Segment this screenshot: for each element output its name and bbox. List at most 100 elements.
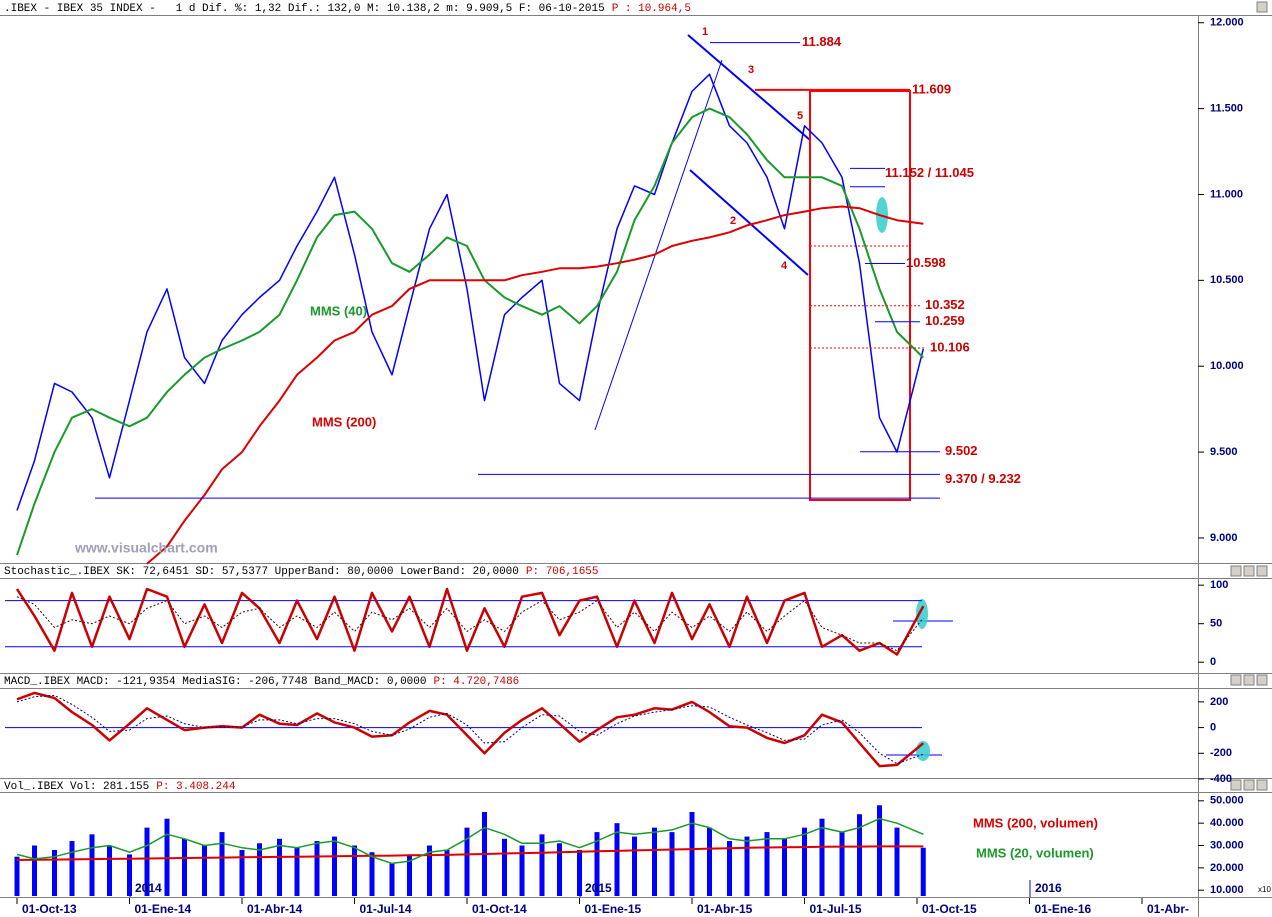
wave-label: 5 [797, 110, 803, 122]
level-label: 10.598 [906, 255, 946, 270]
level-label: 11.884 [802, 34, 842, 49]
panel-title: MACD_.IBEX MACD: -121,9354 MediaSIG: -20… [4, 676, 519, 688]
y-tick-label: 11.500 [1210, 103, 1243, 115]
series-line [16, 845, 924, 861]
volume-bar [764, 832, 770, 896]
series-label: MMS (200, volumen) [973, 815, 1098, 830]
y-tick-label: 100 [1210, 579, 1228, 591]
volume-bar [782, 838, 787, 896]
button[interactable] [1230, 565, 1242, 577]
year-label: 2016 [1035, 881, 1062, 895]
volume-bar [539, 834, 545, 896]
level-label: 10.259 [925, 313, 965, 328]
button[interactable] [1243, 779, 1255, 791]
volume-bar [502, 838, 507, 896]
volume-bar [727, 841, 732, 896]
title-price: P: 3.408.244 [156, 781, 236, 793]
y-tick-label: 10.500 [1210, 274, 1244, 286]
series-line [15, 587, 925, 656]
volume-bar [239, 849, 245, 896]
series-label: MMS (40) [310, 303, 367, 318]
level-label: 10.352 [925, 297, 965, 312]
volume-bar [144, 827, 150, 896]
y-tick-label: 20.000 [1210, 862, 1244, 874]
volume-bar [819, 818, 825, 896]
x-tick-label: 01-Oct-15 [922, 902, 977, 916]
volume-bar [352, 845, 357, 896]
button[interactable] [1243, 674, 1255, 686]
volume-bar [127, 854, 132, 896]
drawings [594, 34, 953, 761]
y-tick-label: -400 [1210, 773, 1232, 785]
volume-bar [877, 805, 882, 896]
series-line [16, 73, 925, 511]
volume-bar [464, 827, 470, 896]
y-tick-label: 50.000 [1210, 795, 1244, 807]
y-tick-label: 9.500 [1210, 446, 1238, 458]
wave-label: 1 [702, 26, 708, 38]
x-tick-label: 01-Abr-14 [247, 902, 303, 916]
title-text: Vol_.IBEX Vol: 281.155 [4, 781, 149, 793]
volume-bar [707, 827, 712, 896]
y-tick-label: -200 [1210, 747, 1232, 759]
volume-bar [294, 847, 300, 896]
x-tick-label: 01-Abr-15 [697, 902, 753, 916]
volume-bar [614, 823, 620, 896]
series-label: MMS (200) [312, 414, 376, 429]
title-price: P : 10.964,5 [612, 3, 691, 15]
button[interactable] [1256, 1, 1268, 13]
trend-line [687, 34, 811, 141]
volume-bar [744, 836, 750, 896]
x-tick-label: 01-Ene-15 [585, 902, 642, 916]
wave-label: 2 [730, 215, 736, 227]
title-price: P: 4.720,7486 [433, 676, 519, 688]
y-tick-label: 30.000 [1210, 839, 1244, 851]
wave-label: 3 [748, 64, 754, 76]
volume-bar [839, 832, 845, 896]
title-price: P: 706,1655 [526, 566, 599, 578]
x-tick-label: 01-Oct-13 [22, 902, 77, 916]
x-tick-label: 01-Oct-14 [472, 902, 527, 916]
y-tick-label: 0 [1210, 656, 1216, 668]
axis-multiplier: x10 [1258, 885, 1271, 894]
level-label: 11.152 / 11.045 [885, 165, 974, 180]
volume-bar [632, 836, 637, 896]
y-tick-label: 12.000 [1210, 17, 1244, 29]
x-tick-label: 01-Jul-14 [360, 902, 412, 916]
volume-bar [894, 827, 900, 896]
level-label: 9.370 / 9.232 [945, 471, 1021, 486]
level-label: 11.609 [912, 81, 951, 96]
button[interactable] [1256, 674, 1268, 686]
button[interactable] [1256, 779, 1268, 791]
volume-bar [69, 841, 75, 896]
series-line [16, 596, 924, 652]
volume-bar [257, 843, 262, 896]
button[interactable] [1230, 779, 1242, 791]
volume-bar [219, 832, 225, 896]
series-label: MMS (20, volumen) [976, 845, 1094, 860]
x-tick-label: 01-Abr- [1147, 902, 1189, 916]
volume-bar [52, 849, 57, 896]
volume-bar [669, 832, 675, 896]
button[interactable] [1256, 565, 1268, 577]
button[interactable] [1243, 565, 1255, 577]
highlight [916, 599, 928, 629]
trend-line [689, 169, 809, 276]
button[interactable] [1230, 674, 1242, 686]
wave-label: 4 [781, 260, 788, 272]
volume-bar [689, 811, 695, 896]
title-text: Stochastic_.IBEX SK: 72,6451 SD: 57,5377… [4, 566, 519, 578]
volume-bar [407, 854, 412, 896]
series-line [16, 107, 924, 556]
volume-bar [920, 847, 926, 896]
volume-bar [32, 845, 37, 896]
window-buttons [1230, 1, 1268, 791]
volume-bar [857, 814, 862, 896]
series-line [16, 694, 924, 765]
title-text: .IBEX - IBEX 35 INDEX - 1 d Dif. %: 1,32… [4, 3, 605, 15]
y-tick-label: 50 [1210, 618, 1222, 630]
level-label: 10.106 [930, 339, 970, 354]
volume-bar [89, 834, 95, 896]
